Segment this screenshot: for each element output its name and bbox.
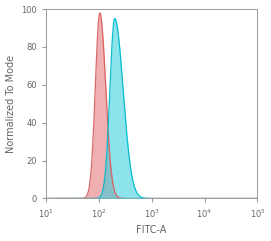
X-axis label: FITC-A: FITC-A [137,225,167,235]
Y-axis label: Normalized To Mode: Normalized To Mode [6,55,15,153]
